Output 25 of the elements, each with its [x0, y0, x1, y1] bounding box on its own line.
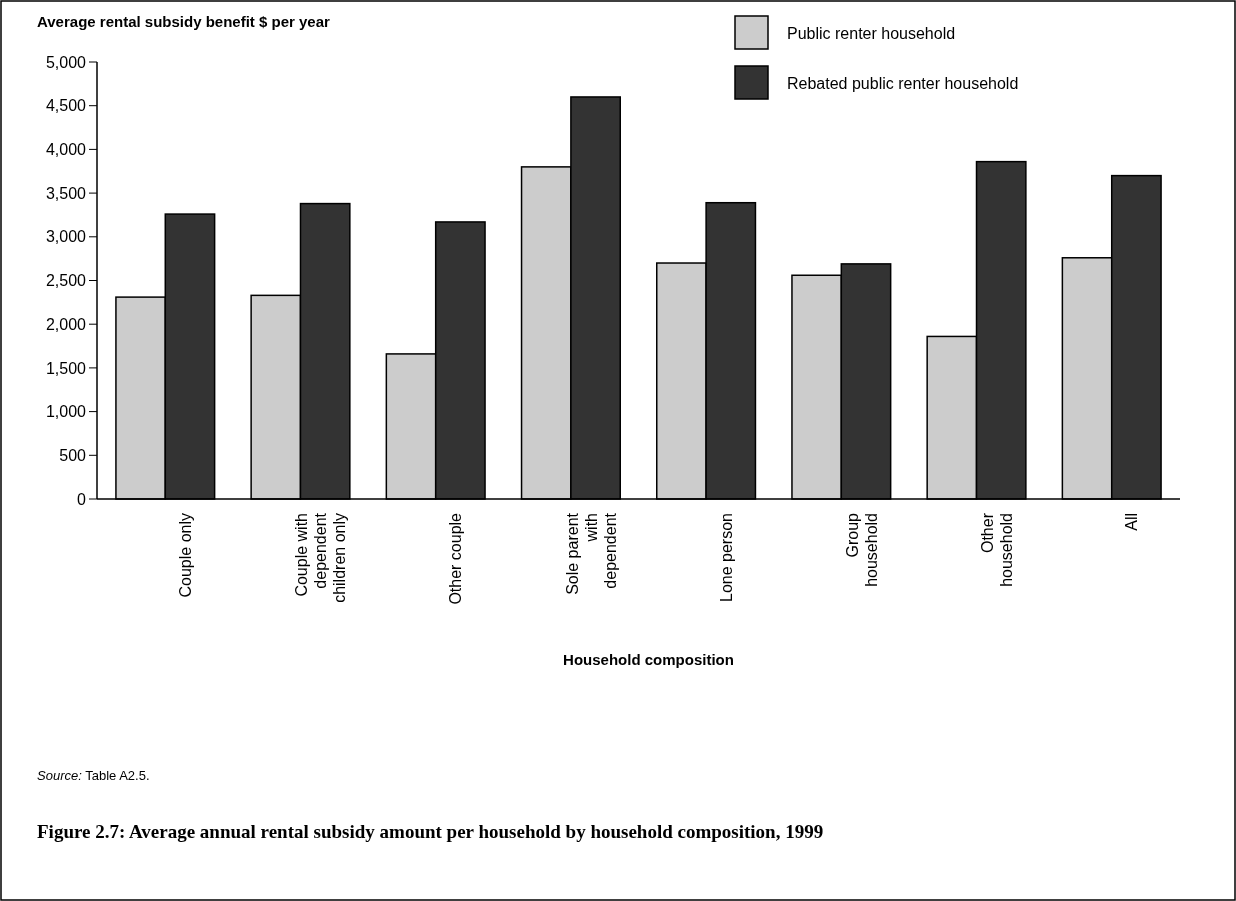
- y-tick-label: 5,000: [45, 53, 87, 71]
- legend-label: Rebated public renter household: [787, 74, 1019, 92]
- x-tick-label: Other couple: [447, 512, 465, 605]
- x-tick-label: Couple with dependent children only: [293, 512, 349, 603]
- y-tick-label: 4,000: [45, 141, 87, 158]
- y-axis-title: Average rental subsidy benefit $ per year: [37, 13, 331, 30]
- x-tick-label: Group household: [843, 512, 880, 587]
- y-tick-label: 3,500: [45, 184, 87, 202]
- x-tick-label: Other household: [978, 512, 1015, 587]
- y-tick-label: 1,000: [45, 403, 87, 421]
- x-tick-label: Couple only: [177, 513, 195, 598]
- y-tick-label: 1,500: [45, 359, 87, 377]
- source-note: Source: Table A2.5.: [37, 768, 150, 783]
- y-tick-label: 500: [59, 446, 87, 464]
- x-tick-label: Lone person: [717, 513, 735, 602]
- legend-label: Public renter household: [787, 24, 956, 42]
- y-tick-label: 3,000: [45, 228, 87, 246]
- x-tick-label: Sole parent with dependent: [563, 512, 619, 595]
- y-tick-label: 2,000: [45, 315, 87, 333]
- x-axis-title: Household composition: [563, 651, 734, 668]
- y-tick-label: 4,500: [45, 97, 87, 115]
- x-tick-label: All: [1123, 513, 1141, 531]
- text: Figure 2.7: Average annual rental subsidy amount per household by household composition, 1999: [37, 821, 824, 842]
- y-tick-label: 2,500: [45, 272, 87, 290]
- y-tick-label: 0: [77, 490, 87, 508]
